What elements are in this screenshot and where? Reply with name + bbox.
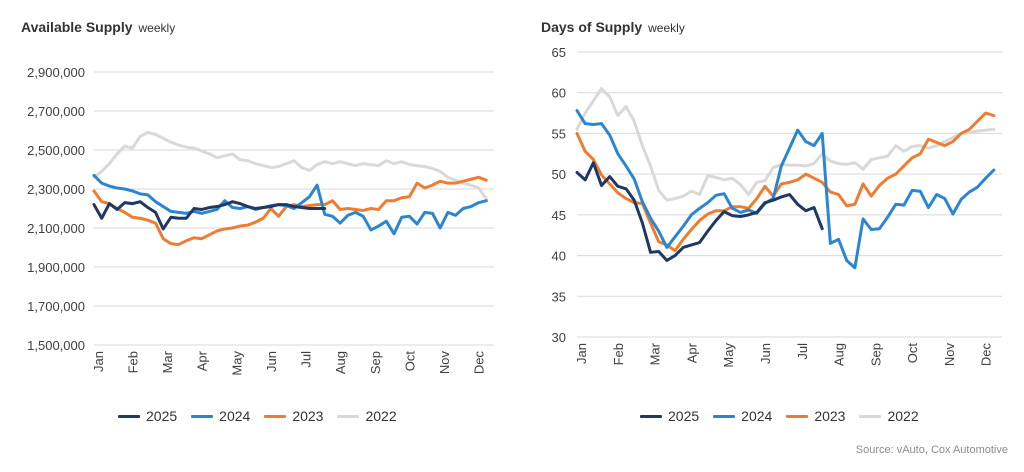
legend-swatch	[859, 414, 882, 418]
series-line-2024	[575, 109, 996, 270]
y-tick-label: 55	[552, 126, 566, 141]
days-of-supply-chart: 30 35 40 45 50 55 60 65 Jan Feb Mar Apr May Jun Jul Aug…	[552, 45, 1002, 368]
source-note: Source: vAuto, Cox Automotive	[855, 444, 1008, 456]
x-tick-label: Jul	[299, 351, 314, 368]
legend-swatch	[337, 414, 360, 418]
x-tick-label: Feb	[611, 343, 626, 365]
x-tick-label: Nov	[437, 351, 452, 375]
available-supply-title: Available Supply weekly	[21, 19, 176, 35]
legend-swatch	[786, 414, 809, 418]
legend-item-2023: 2023	[264, 408, 323, 424]
y-tick-label: 35	[552, 289, 566, 304]
y-tick-label: 60	[552, 86, 566, 101]
x-tick-label: Dec	[979, 343, 994, 367]
x-tick-label: Sep	[368, 351, 383, 374]
y-tick-label: 40	[552, 249, 566, 264]
legend-item-2024: 2024	[191, 408, 250, 424]
legend-item-2022: 2022	[337, 408, 397, 424]
legend-swatch	[640, 414, 662, 418]
legend-swatch	[118, 414, 140, 418]
legend-swatch	[713, 414, 736, 418]
x-tick-label: Apr	[684, 342, 699, 363]
y-tick-label: 65	[552, 45, 566, 60]
legend-item-2023: 2023	[786, 408, 845, 424]
x-tick-label: Jan	[574, 343, 589, 364]
x-tick-label: May	[721, 343, 736, 368]
legend-item-2022: 2022	[859, 408, 919, 424]
x-tick-label: Jul	[795, 343, 810, 360]
y-tick-label: 45	[552, 208, 566, 223]
legend-label: 2024	[741, 408, 773, 424]
legend-item-2025: 2025	[640, 408, 699, 424]
y-tick-label: 2,900,000	[27, 65, 85, 80]
legend-label: 2023	[292, 408, 324, 424]
y-tick-label: 1,500,000	[27, 338, 85, 353]
series-line-2025	[92, 200, 327, 231]
legend-label: 2022	[365, 408, 397, 424]
days-of-supply-legend: 2025 2024 2023 2022	[640, 408, 919, 424]
x-tick-label: May	[229, 351, 244, 376]
y-tick-label: 1,900,000	[27, 260, 85, 275]
days-of-supply-subtitle: weekly	[648, 21, 685, 35]
legend-label: 2022	[887, 408, 919, 424]
x-tick-label: Mar	[160, 350, 175, 373]
legend-item-2025: 2025	[118, 408, 177, 424]
available-supply-chart: 1,500,000 1,700,000 1,900,000 2,100,000 2,30…	[27, 65, 494, 376]
x-tick-label: Dec	[472, 351, 487, 375]
x-tick-label: Jun	[264, 351, 279, 372]
y-tick-label: 2,500,000	[27, 143, 85, 158]
x-tick-label: Oct	[905, 343, 920, 364]
x-tick-label: Apr	[195, 350, 210, 371]
x-tick-label: Jan	[91, 351, 106, 372]
x-tick-label: Oct	[402, 351, 417, 372]
x-tick-label: Aug	[832, 343, 847, 366]
x-tick-label: Aug	[333, 351, 348, 374]
y-tick-label: 30	[552, 330, 566, 345]
available-supply-legend: 2025 2024 2023 2022	[118, 408, 397, 424]
days-of-supply-title: Days of Supply weekly	[541, 19, 685, 35]
y-tick-label: 2,300,000	[27, 182, 85, 197]
series-line-2025	[575, 161, 824, 262]
x-tick-label: Feb	[125, 351, 140, 373]
legend-swatch	[191, 414, 214, 418]
x-tick-label: Sep	[868, 343, 883, 366]
available-supply-panel: Available Supply weekly 1,500,000 1,700,00…	[21, 19, 494, 424]
y-tick-label: 50	[552, 167, 566, 182]
legend-item-2024: 2024	[713, 408, 772, 424]
legend-label: 2025	[146, 408, 178, 424]
legend-label: 2023	[814, 408, 846, 424]
x-tick-label: Mar	[648, 342, 663, 365]
x-tick-label: Nov	[942, 343, 957, 367]
legend-label: 2024	[219, 408, 251, 424]
series-line-2022	[92, 130, 488, 201]
legend-swatch	[264, 414, 287, 418]
y-tick-label: 2,700,000	[27, 104, 85, 119]
days-of-supply-panel: Days of Supply weekly 30 35 40 45 50 55 60 65 Jan…	[522, 0, 1024, 472]
x-tick-label: Jun	[758, 343, 773, 364]
legend-label: 2025	[668, 408, 700, 424]
y-tick-label: 2,100,000	[27, 221, 85, 236]
available-supply-subtitle: weekly	[138, 21, 176, 35]
y-tick-label: 1,700,000	[27, 299, 85, 314]
